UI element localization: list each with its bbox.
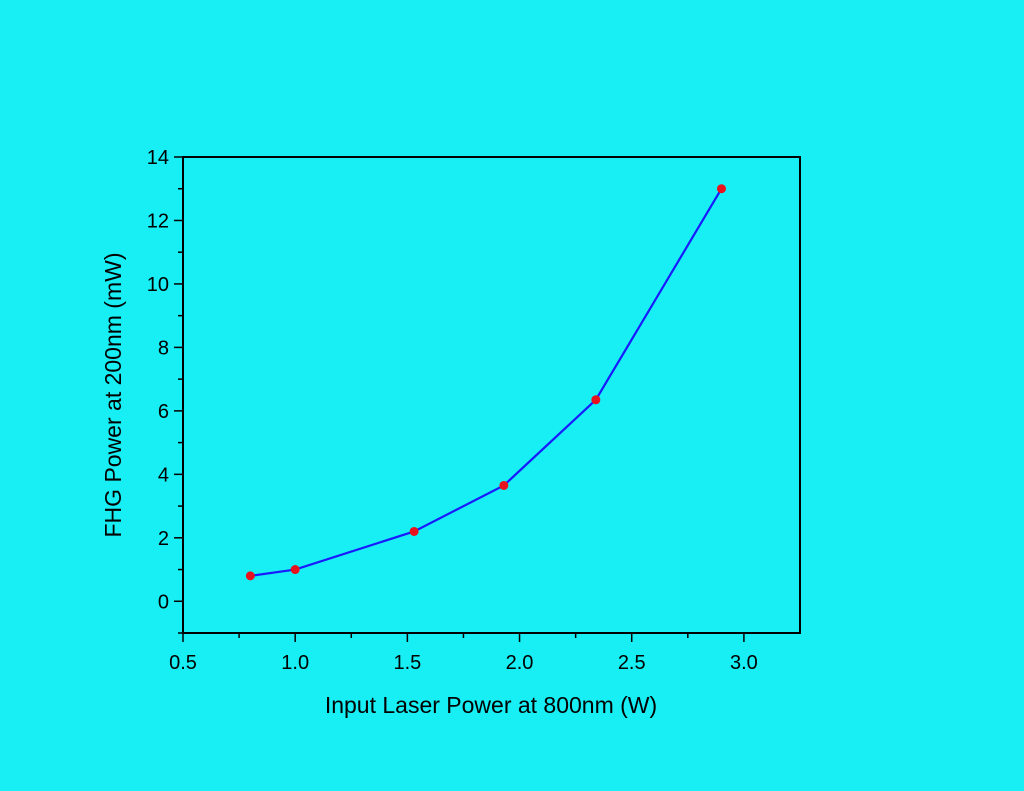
- x-tick-label: 1.0: [281, 652, 309, 674]
- y-tick-label: 14: [147, 147, 169, 169]
- plot-frame: [182, 156, 801, 634]
- series-layer: [245, 184, 726, 581]
- data-point: [591, 395, 601, 405]
- y-tick-label: 4: [158, 464, 169, 486]
- data-point: [716, 184, 726, 194]
- x-tick-label: 1.5: [393, 652, 421, 674]
- x-tick-label: 3.0: [730, 652, 758, 674]
- data-point: [409, 526, 419, 536]
- y-tick-label: 2: [158, 528, 169, 550]
- x-axis-ticks: 0.5 1.0 1.5 2.0 2.5 3.0: [169, 633, 758, 674]
- series-line: [250, 188, 723, 577]
- y-tick-label: 12: [147, 210, 169, 232]
- x-axis-title: Input Laser Power at 800nm (W): [325, 692, 657, 718]
- y-axis-title: FHG Power at 200nm (mW): [100, 253, 126, 538]
- x-tick-label: 2.5: [618, 652, 646, 674]
- y-tick-label: 6: [158, 401, 169, 423]
- x-tick-label: 2.0: [506, 652, 534, 674]
- x-tick-label: 0.5: [169, 652, 197, 674]
- data-point: [290, 565, 300, 575]
- y-tick-label: 8: [158, 337, 169, 359]
- data-point: [245, 571, 255, 581]
- y-axis-ticks: 0 2 4 6 8 10 12 14: [147, 147, 183, 634]
- data-point: [499, 480, 509, 490]
- y-tick-label: 10: [147, 274, 169, 296]
- y-tick-label: 0: [158, 591, 169, 613]
